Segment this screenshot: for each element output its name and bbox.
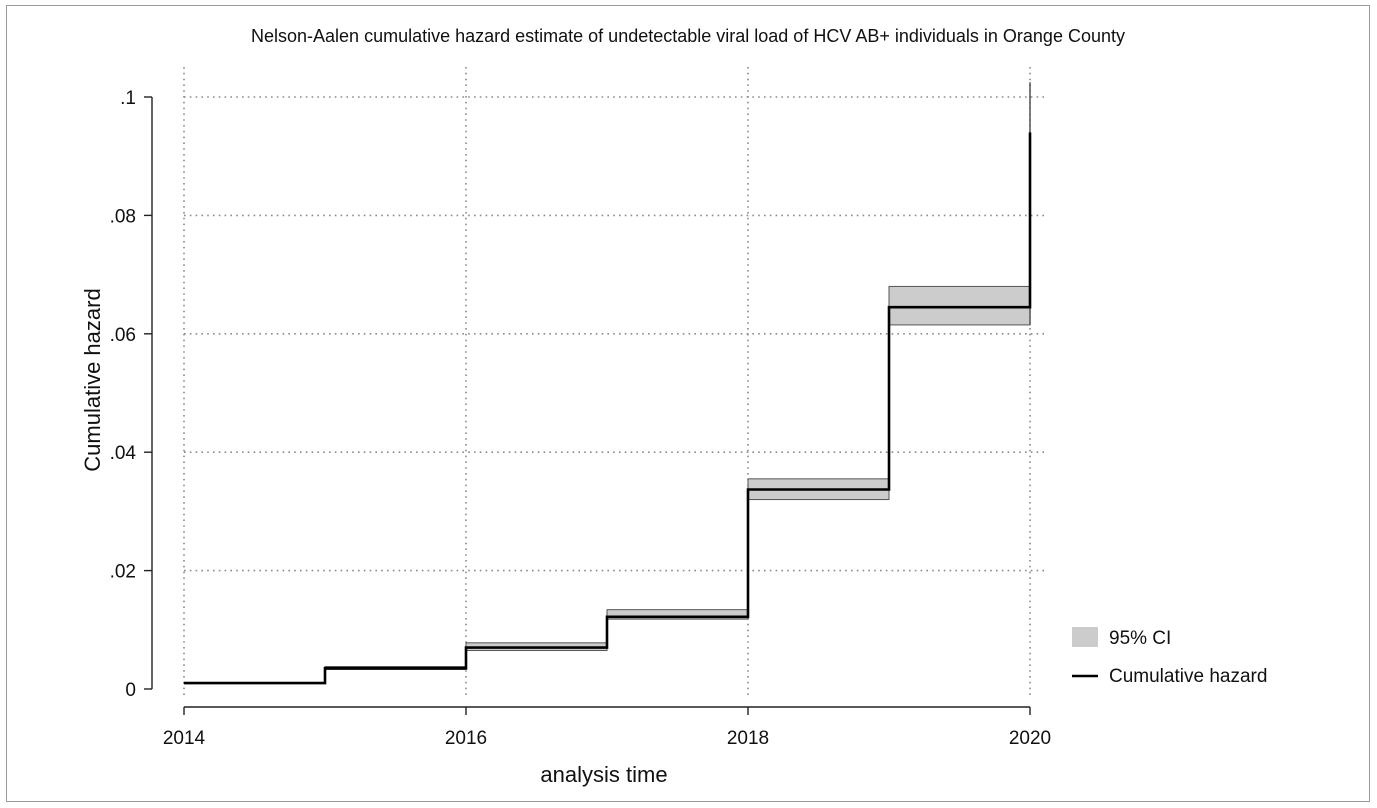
y-tick-label: .02 [110, 562, 136, 583]
x-tick-label: 2014 [163, 728, 206, 749]
grid-lines [183, 67, 1044, 699]
x-axis-label: analysis time [540, 762, 667, 787]
ci-band-segment [888, 285, 1031, 326]
y-tick-label: .1 [120, 88, 136, 109]
legend-ci-swatch [1072, 627, 1098, 647]
y-tick-label: .08 [110, 206, 136, 227]
y-axis-label: Cumulative hazard [80, 288, 105, 471]
chart-title: Nelson-Aalen cumulative hazard estimate … [251, 26, 1125, 46]
figure-border [6, 5, 1370, 802]
x-tick-label: 2018 [727, 728, 769, 749]
y-tick-label: 0 [125, 680, 136, 701]
legend: 95% CI Cumulative hazard [1072, 627, 1267, 687]
ci-band-layer [183, 82, 1031, 684]
cumulative-hazard-line [184, 132, 1032, 685]
x-tick-label: 2020 [1009, 728, 1051, 749]
x-tick-label: 2016 [445, 728, 487, 749]
y-tick-label: .04 [110, 443, 137, 464]
legend-hazard-label: Cumulative hazard [1109, 666, 1267, 687]
hazard-line-layer [184, 132, 1032, 685]
axes: 2014 2016 2018 2020 0 .02 .04 .06 .08 .1 [110, 88, 1052, 749]
y-tick-label: .06 [110, 325, 136, 346]
legend-ci-label: 95% CI [1109, 628, 1171, 649]
